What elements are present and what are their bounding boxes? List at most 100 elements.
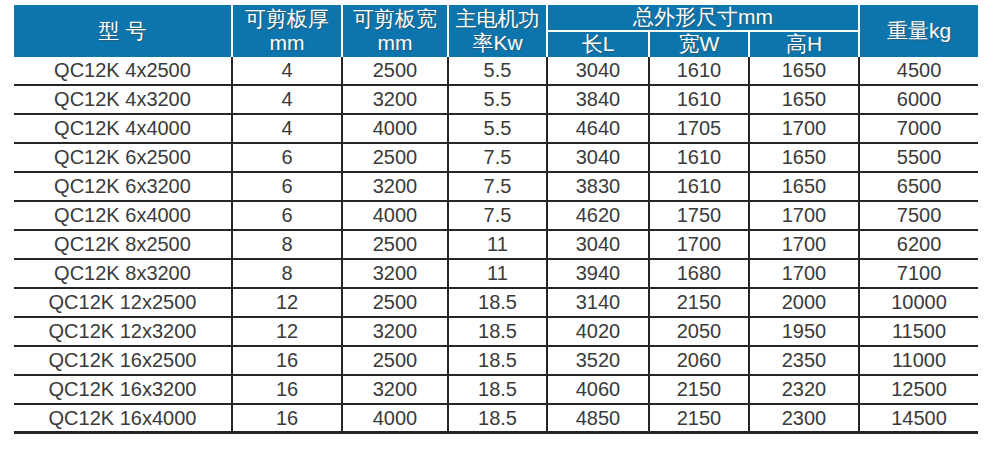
- col-header-width-w: 宽W: [648, 32, 748, 58]
- col-header-model: 型 号: [14, 5, 231, 57]
- value-cell: 6500: [858, 173, 978, 202]
- value-cell: 2300: [748, 405, 858, 434]
- model-cell: QC12K 8x2500: [14, 231, 231, 260]
- value-cell: 16: [231, 347, 341, 376]
- model-cell: QC12K 16x4000: [14, 405, 231, 434]
- value-cell: 12: [231, 318, 341, 347]
- value-cell: 1700: [748, 260, 858, 289]
- value-cell: 2050: [648, 318, 748, 347]
- col-header-height-h: 高H: [748, 32, 858, 58]
- table-row: QC12K 6x2500625007.53040161016505500: [14, 144, 978, 173]
- value-cell: 4: [231, 57, 341, 86]
- value-cell: 3200: [341, 376, 447, 405]
- value-cell: 2150: [648, 376, 748, 405]
- value-cell: 6: [231, 202, 341, 231]
- value-cell: 2320: [748, 376, 858, 405]
- value-cell: 7.5: [447, 144, 546, 173]
- model-cell: QC12K 12x3200: [14, 318, 231, 347]
- value-cell: 6200: [858, 231, 978, 260]
- value-cell: 1700: [648, 231, 748, 260]
- model-cell: QC12K 16x2500: [14, 347, 231, 376]
- value-cell: 1610: [648, 173, 748, 202]
- table-row: QC12K 4x2500425005.53040161016504500: [14, 57, 978, 86]
- value-cell: 1700: [748, 231, 858, 260]
- table-header: 型 号 可剪板厚 mm 可剪板宽 mm 主电机功 率Kw 总外形尺寸mm 重量k…: [14, 5, 978, 57]
- value-cell: 11000: [858, 347, 978, 376]
- value-cell: 4850: [546, 405, 648, 434]
- value-cell: 1610: [648, 144, 748, 173]
- value-cell: 3200: [341, 173, 447, 202]
- value-cell: 2500: [341, 289, 447, 318]
- value-cell: 3040: [546, 144, 648, 173]
- value-cell: 2500: [341, 347, 447, 376]
- value-cell: 5.5: [447, 115, 546, 144]
- col-header-motor-power-line2: 率Kw: [449, 31, 546, 55]
- value-cell: 2500: [341, 57, 447, 86]
- value-cell: 7100: [858, 260, 978, 289]
- value-cell: 2500: [341, 231, 447, 260]
- col-header-cut-width-line1: 可剪板宽: [343, 7, 447, 31]
- col-header-cut-width: 可剪板宽 mm: [341, 5, 447, 57]
- value-cell: 18.5: [447, 289, 546, 318]
- value-cell: 5.5: [447, 86, 546, 115]
- model-cell: QC12K 12x2500: [14, 289, 231, 318]
- value-cell: 6000: [858, 86, 978, 115]
- value-cell: 4000: [341, 202, 447, 231]
- value-cell: 3520: [546, 347, 648, 376]
- col-header-motor-power: 主电机功 率Kw: [447, 5, 546, 57]
- table-row: QC12K 12x250012250018.531402150200010000: [14, 289, 978, 318]
- value-cell: 7.5: [447, 202, 546, 231]
- value-cell: 1610: [648, 57, 748, 86]
- value-cell: 4000: [341, 405, 447, 434]
- value-cell: 10000: [858, 289, 978, 318]
- table-row: QC12K 16x250016250018.535202060235011000: [14, 347, 978, 376]
- value-cell: 11: [447, 231, 546, 260]
- value-cell: 1700: [748, 115, 858, 144]
- table-row: QC12K 8x250082500113040170017006200: [14, 231, 978, 260]
- value-cell: 7000: [858, 115, 978, 144]
- value-cell: 2150: [648, 405, 748, 434]
- value-cell: 5500: [858, 144, 978, 173]
- table-row: QC12K 4x4000440005.54640170517007000: [14, 115, 978, 144]
- value-cell: 8: [231, 231, 341, 260]
- value-cell: 1750: [648, 202, 748, 231]
- value-cell: 1650: [748, 57, 858, 86]
- value-cell: 18.5: [447, 318, 546, 347]
- model-cell: QC12K 6x3200: [14, 173, 231, 202]
- value-cell: 3840: [546, 86, 648, 115]
- table-body: QC12K 4x2500425005.53040161016504500QC12…: [14, 57, 978, 434]
- value-cell: 3940: [546, 260, 648, 289]
- table-row: QC12K 6x4000640007.54620175017007500: [14, 202, 978, 231]
- col-header-thickness-line1: 可剪板厚: [233, 7, 341, 31]
- value-cell: 1650: [748, 173, 858, 202]
- table-row: QC12K 12x320012320018.540202050195011500: [14, 318, 978, 347]
- value-cell: 18.5: [447, 405, 546, 434]
- value-cell: 1705: [648, 115, 748, 144]
- value-cell: 3200: [341, 86, 447, 115]
- col-header-motor-power-line1: 主电机功: [449, 7, 546, 31]
- value-cell: 6: [231, 144, 341, 173]
- model-cell: QC12K 4x2500: [14, 57, 231, 86]
- value-cell: 8: [231, 260, 341, 289]
- spec-table: 型 号 可剪板厚 mm 可剪板宽 mm 主电机功 率Kw 总外形尺寸mm 重量k…: [14, 5, 978, 434]
- value-cell: 2150: [648, 289, 748, 318]
- model-cell: QC12K 16x3200: [14, 376, 231, 405]
- value-cell: 6: [231, 173, 341, 202]
- model-cell: QC12K 6x4000: [14, 202, 231, 231]
- col-header-length-l: 长L: [546, 32, 648, 58]
- value-cell: 3040: [546, 57, 648, 86]
- col-header-weight: 重量kg: [858, 5, 978, 57]
- table-row: QC12K 16x400016400018.548502150230014500: [14, 405, 978, 434]
- value-cell: 7500: [858, 202, 978, 231]
- col-header-dimensions-group: 总外形尺寸mm: [546, 5, 858, 32]
- col-header-thickness: 可剪板厚 mm: [231, 5, 341, 57]
- value-cell: 2060: [648, 347, 748, 376]
- col-header-cut-width-line2: mm: [343, 31, 447, 55]
- header-row-main: 型 号 可剪板厚 mm 可剪板宽 mm 主电机功 率Kw 总外形尺寸mm 重量k…: [14, 5, 978, 32]
- value-cell: 1650: [748, 144, 858, 173]
- value-cell: 4: [231, 115, 341, 144]
- value-cell: 16: [231, 376, 341, 405]
- table-row: QC12K 16x320016320018.540602150232012500: [14, 376, 978, 405]
- value-cell: 2000: [748, 289, 858, 318]
- model-cell: QC12K 4x4000: [14, 115, 231, 144]
